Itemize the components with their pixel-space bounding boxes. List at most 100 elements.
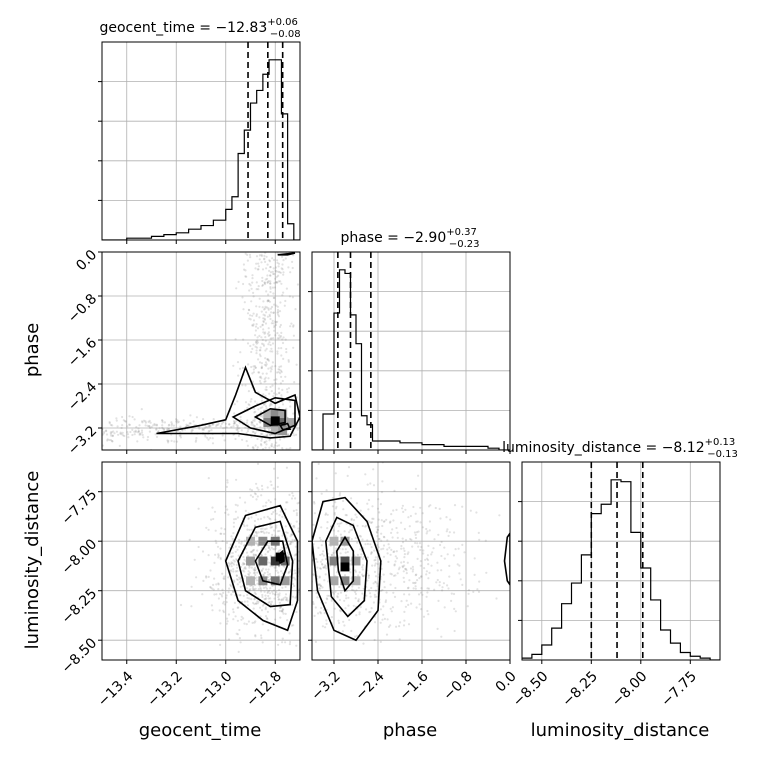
scatter-point [327,580,330,583]
scatter-point [292,624,295,627]
scatter-point [354,513,357,516]
scatter-point [266,281,269,284]
scatter-point [358,534,361,537]
scatter-point [317,462,320,465]
scatter-point [307,521,309,523]
scatter-point [274,277,277,280]
scatter-point [252,424,255,427]
scatter-point [217,588,220,591]
scatter-point [267,550,270,553]
scatter-point [357,600,360,603]
scatter-point [301,615,303,617]
scatter-point [232,532,235,535]
scatter-point [242,671,244,673]
scatter-point [238,541,241,544]
scatter-point [194,440,197,443]
scatter-point [250,421,253,424]
y-tick-label: −7.75 [59,487,101,529]
scatter-point [279,323,282,327]
scatter-point [236,400,239,403]
scatter-point [256,542,259,545]
scatter-point [254,493,257,496]
scatter-point [265,597,268,600]
scatter-point [361,568,364,571]
scatter-point [263,317,266,320]
scatter-point [264,322,268,325]
scatter-point [419,560,422,563]
scatter-point [134,429,137,432]
scatter-point [282,259,285,262]
contour-level-2 [324,516,368,618]
scatter-point [149,426,152,430]
scatter-point [244,401,248,404]
scatter-point [404,508,407,511]
scatter-point [301,560,303,562]
scatter-point [350,497,353,500]
scatter-point [206,436,209,439]
scatter-point [241,438,244,441]
scatter-point [276,305,279,308]
scatter-point [400,544,403,548]
scatter-point [220,532,223,535]
scatter-point [319,567,322,570]
scatter-point [293,569,296,572]
scatter-point [413,531,416,534]
x-tick-label: −13.2 [144,668,186,710]
scatter-point [335,571,339,574]
scatter-point [253,569,256,572]
scatter-point [179,434,182,437]
scatter-point [256,268,259,271]
scatter-point [361,573,364,576]
scatter-point [309,592,311,594]
scatter-point [278,606,282,610]
scatter-point [236,606,239,609]
scatter-point [292,494,295,497]
scatter-point [369,595,372,598]
scatter-point [236,425,239,429]
scatter-point [231,555,235,558]
scatter-point [381,589,384,592]
scatter-point [402,510,405,513]
scatter-point [209,569,212,572]
scatter-point [386,548,389,551]
scatter-point [270,322,273,325]
scatter-point [255,482,258,485]
scatter-point [371,521,374,524]
scatter-point [323,612,326,615]
scatter-point [266,571,269,574]
scatter-point [361,557,364,561]
scatter-point [239,585,242,588]
scatter-point [352,604,355,607]
scatter-point [264,357,267,360]
scatter-point [304,530,306,532]
scatter-point [304,548,306,550]
scatter-point [291,541,294,544]
scatter-point [344,551,347,554]
scatter-point [270,444,273,447]
scatter-point [245,275,248,278]
scatter-point [263,378,266,381]
scatter-point [395,526,398,530]
scatter-point [302,637,304,639]
scatter-point [235,558,238,561]
scatter-point [344,607,347,610]
scatter-point [263,441,266,444]
scatter-point [265,587,269,590]
scatter-point [402,576,405,579]
panel-plot-area [301,462,510,660]
y-tick-label: −1.6 [65,335,100,370]
scatter-point [217,597,220,600]
scatter-point [207,477,210,480]
scatter-point [259,421,262,424]
scatter-point [350,528,354,531]
y-tick-label: 0.0 [73,247,100,274]
scatter-point [308,548,310,550]
scatter-point [330,553,333,556]
scatter-point [178,434,181,437]
scatter-point [347,596,350,599]
scatter-point [225,594,228,597]
scatter-point [376,507,380,510]
scatter-point [198,427,201,430]
scatter-point [219,558,222,561]
scatter-point [252,430,255,434]
